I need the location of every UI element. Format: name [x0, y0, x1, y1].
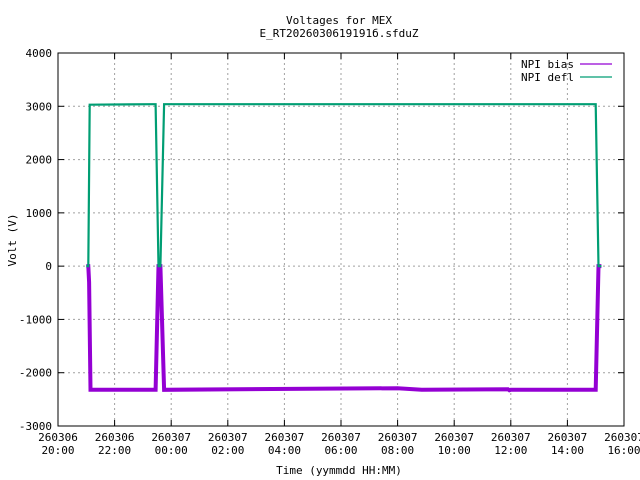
x-tick-label-time: 22:00	[98, 444, 131, 457]
y-tick-label: 3000	[26, 100, 53, 113]
x-tick-label-time: 12:00	[494, 444, 527, 457]
grid-lines	[58, 53, 624, 426]
y-axis-label: Volt (V)	[6, 214, 19, 267]
y-tick-label: -1000	[19, 313, 52, 326]
y-tick-label: 2000	[26, 154, 53, 167]
x-tick-label-time: 16:00	[607, 444, 640, 457]
axis-ticks	[57, 52, 625, 427]
x-tick-label-date: 260307	[491, 431, 531, 444]
x-tick-label-date: 260307	[265, 431, 305, 444]
series-lines	[86, 103, 602, 393]
x-tick-label-date: 260307	[151, 431, 191, 444]
chart-subtitle: E_RT2026030619191б.sfduZ	[260, 27, 419, 40]
y-tick-label: -3000	[19, 420, 52, 433]
x-tick-label-date: 260307	[378, 431, 418, 444]
x-tick-label-time: 00:00	[155, 444, 188, 457]
x-tick-label-date: 260307	[434, 431, 474, 444]
x-tick-label-time: 04:00	[268, 444, 301, 457]
y-tick-label: 4000	[26, 47, 53, 60]
series-line-npi-defl	[86, 103, 602, 268]
tick-labels: -3000-2000-10000100020003000400026030620…	[19, 47, 640, 457]
x-tick-label-date: 260307	[548, 431, 588, 444]
y-tick-label: -2000	[19, 367, 52, 380]
x-tick-label-time: 14:00	[551, 444, 584, 457]
x-tick-label-date: 260306	[95, 431, 135, 444]
x-tick-label-time: 20:00	[41, 444, 74, 457]
legend-label-npi-defl: NPI defl	[521, 71, 574, 84]
chart-title: Voltages for MEX	[286, 14, 392, 27]
x-tick-label-date: 260306	[38, 431, 78, 444]
series-line-npi-bias	[86, 264, 602, 393]
x-tick-label-date: 260307	[604, 431, 640, 444]
x-tick-label-time: 08:00	[381, 444, 414, 457]
x-tick-label-time: 10:00	[438, 444, 471, 457]
x-tick-label-time: 06:00	[324, 444, 357, 457]
x-axis-label: Time (yymmdd HH:MM)	[276, 464, 402, 477]
legend-label-npi-bias: NPI bias	[521, 58, 574, 71]
y-tick-label: 0	[45, 260, 52, 273]
x-tick-label-date: 260307	[208, 431, 248, 444]
x-tick-label-time: 02:00	[211, 444, 244, 457]
legend: NPI bias NPI defl	[521, 58, 612, 84]
x-tick-label-date: 260307	[321, 431, 361, 444]
y-tick-label: 1000	[26, 207, 53, 220]
